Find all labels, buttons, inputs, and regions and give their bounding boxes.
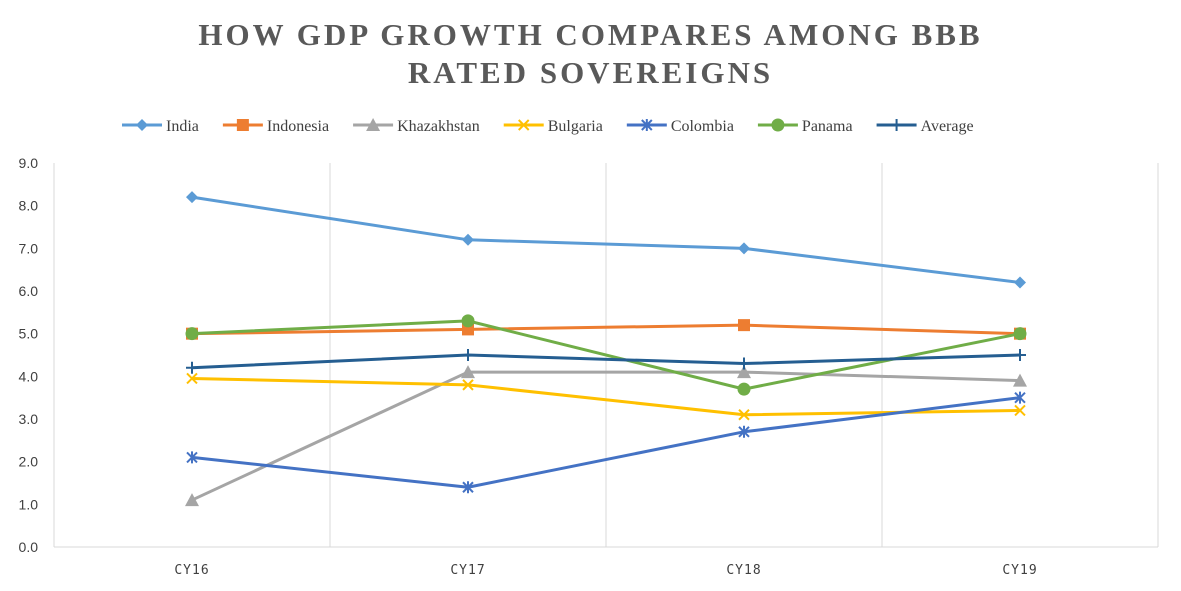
x-tick-label: CY18 [726, 563, 761, 578]
series-average [186, 349, 1026, 374]
data-point-average [186, 361, 198, 374]
legend-marker-panama [771, 118, 785, 132]
data-point-colombia [1014, 391, 1026, 404]
legend-item-panama: Panama [757, 118, 853, 135]
data-point-india [738, 242, 750, 255]
series-india [186, 191, 1026, 289]
y-tick-label: 5.0 [19, 326, 39, 342]
data-point-bulgaria [738, 409, 750, 421]
legend-item-indonesia: Indonesia [222, 118, 329, 135]
series-line-colombia [191, 396, 1021, 489]
legend-marker-colombia [641, 119, 653, 131]
y-tick-label: 9.0 [19, 155, 39, 171]
series-line-indonesia [191, 323, 1021, 336]
data-point-average [1014, 349, 1026, 361]
axes: 0.0 1.0 2.0 3.0 4.0 5.0 6.0 7.0 8.0 9.0 CY16 CY17 CY… [19, 155, 1158, 578]
legend-label-colombia: Colombia [671, 118, 734, 135]
data-point-india [1014, 276, 1026, 289]
legend-item-khazakhstan: Khazakhstan [353, 118, 480, 135]
y-tick-label: 4.0 [19, 368, 39, 384]
legend-item-colombia: Colombia [626, 118, 734, 135]
series-panama [185, 314, 1027, 396]
data-point-colombia [462, 481, 474, 494]
data-point-average [462, 349, 474, 361]
x-tick-label: CY16 [174, 563, 209, 578]
legend-label-bulgaria: Bulgaria [548, 118, 603, 135]
chart-title-line-1: HOW GDP GROWTH COMPARES AMONG BBB [198, 17, 983, 52]
data-point-khazakhstan [1013, 373, 1027, 387]
y-tick-label: 3.0 [19, 411, 39, 427]
series-line-india [191, 195, 1021, 284]
series-line-panama [191, 319, 1021, 391]
legend-item-bulgaria: Bulgaria [503, 118, 603, 135]
data-point-india [462, 233, 474, 246]
data-point-bulgaria [462, 379, 474, 391]
legend-marker-indonesia [236, 119, 249, 131]
data-point-indonesia [738, 319, 750, 332]
series-khazakhstan [185, 365, 1027, 507]
legend-marker-india [136, 119, 148, 131]
legend-label-indonesia: Indonesia [267, 118, 329, 135]
data-point-khazakhstan [737, 365, 751, 379]
data-point-india [186, 191, 198, 204]
legend-marker-average [890, 119, 903, 131]
series-line-khazakhstan [191, 370, 1021, 502]
y-tick-label: 8.0 [19, 198, 39, 214]
chart-title: HOW GDP GROWTH COMPARES AMONG BBB RATED … [0, 16, 1181, 92]
legend-marker-bulgaria [518, 119, 530, 131]
legend-item-india: India [122, 118, 199, 135]
series-colombia [186, 391, 1026, 494]
data-point-colombia [186, 451, 198, 464]
data-point-khazakhstan [185, 493, 199, 507]
y-tick-label: 6.0 [19, 283, 39, 299]
series-line-bulgaria [191, 376, 1021, 417]
y-tick-label: 0.0 [19, 539, 39, 555]
y-tick-label: 7.0 [19, 240, 39, 256]
data-point-colombia [738, 425, 750, 438]
data-point-average [738, 357, 750, 370]
legend-label-panama: Panama [802, 118, 853, 135]
data-point-panama [737, 382, 751, 396]
series-line-average [191, 353, 1021, 370]
series-bulgaria [186, 372, 1026, 421]
chart-title-line-2: RATED SOVEREIGNS [407, 55, 774, 90]
legend-label-khazakhstan: Khazakhstan [397, 118, 480, 135]
legend: India Indonesia Khazakhstan Bulgaria Colombi… [122, 118, 974, 135]
x-tick-label: CY17 [450, 563, 485, 578]
data-point-khazakhstan [461, 365, 475, 379]
data-point-bulgaria [1014, 404, 1026, 417]
series-group [185, 191, 1027, 507]
data-point-panama [185, 327, 199, 341]
data-point-panama [1013, 327, 1027, 341]
legend-marker-khazakhstan [366, 118, 381, 131]
data-point-panama [461, 314, 475, 328]
data-point-bulgaria [186, 372, 198, 385]
legend-item-average: Average [876, 118, 974, 135]
x-tick-label: CY19 [1002, 563, 1037, 578]
legend-label-average: Average [921, 118, 974, 135]
y-tick-label: 1.0 [19, 496, 39, 512]
y-tick-label: 2.0 [19, 454, 39, 470]
legend-label-india: India [166, 118, 199, 135]
